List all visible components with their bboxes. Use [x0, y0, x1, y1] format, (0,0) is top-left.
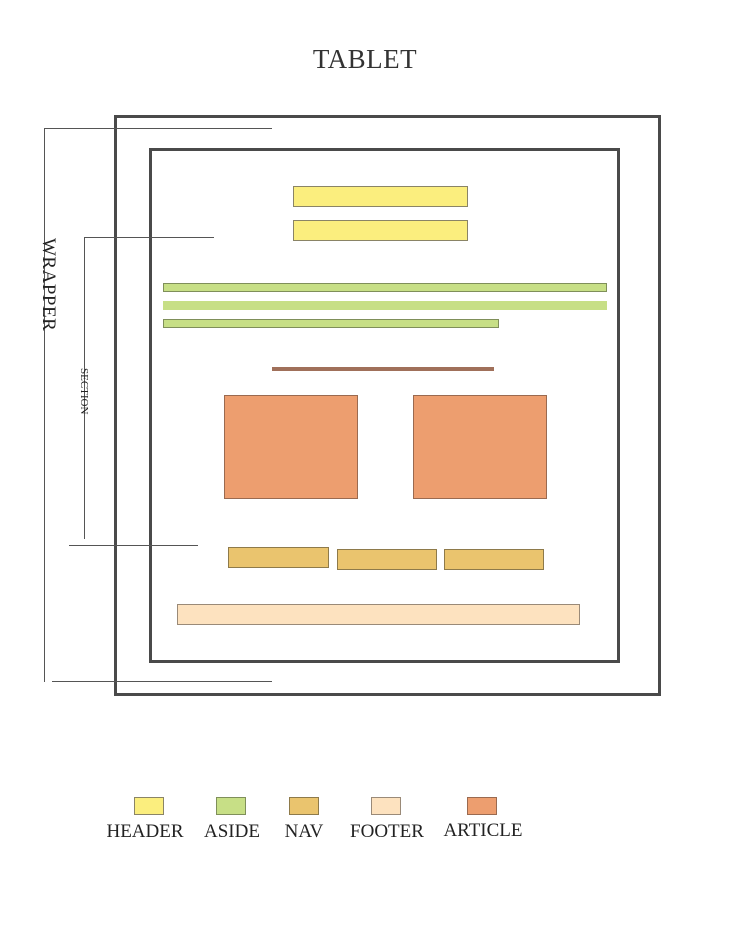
section-frame	[149, 148, 620, 663]
article-divider	[272, 367, 494, 371]
aside-bar-1	[163, 283, 607, 292]
section-bracket-vertical	[84, 237, 85, 539]
aside-bar-3	[163, 319, 499, 328]
legend-swatch-article	[467, 797, 497, 815]
wrapper-label: WRAPPER	[38, 238, 59, 332]
legend-label-nav: NAV	[284, 821, 324, 842]
legend-label-footer: FOOTER	[350, 821, 424, 842]
legend-label-article: ARTICLE	[443, 820, 523, 841]
wrapper-bracket-vertical	[44, 128, 45, 682]
diagram-title: TABLET	[312, 44, 418, 74]
article-block-2	[413, 395, 547, 499]
nav-block-3	[444, 549, 544, 570]
legend-label-aside: ASIDE	[204, 821, 260, 842]
section-bracket-top	[84, 237, 214, 238]
wrapper-frame	[114, 115, 661, 696]
wrapper-bracket-top	[44, 128, 272, 129]
header-block-1	[293, 186, 468, 207]
aside-bar-2	[163, 301, 607, 310]
wrapper-bracket-bottom	[52, 681, 272, 682]
nav-block-2	[337, 549, 437, 570]
footer-block	[177, 604, 580, 625]
legend-swatch-aside	[216, 797, 246, 815]
legend-label-header: HEADER	[106, 821, 184, 842]
section-bracket-bottom	[69, 545, 198, 546]
header-block-2	[293, 220, 468, 241]
legend-swatch-nav	[289, 797, 319, 815]
legend-swatch-footer	[371, 797, 401, 815]
nav-block-1	[228, 547, 329, 568]
legend-swatch-header	[134, 797, 164, 815]
section-label: SECTION	[78, 368, 90, 415]
article-block-1	[224, 395, 358, 499]
